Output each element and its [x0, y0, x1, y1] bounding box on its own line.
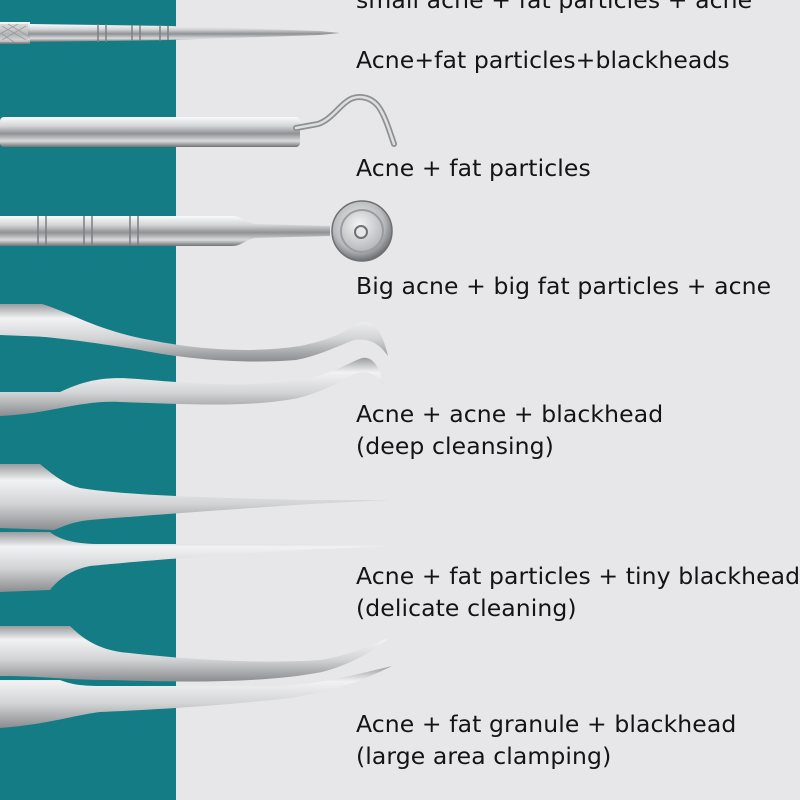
pointed-needle-icon: [0, 22, 340, 44]
angled-tweezers-icon: [0, 626, 392, 728]
label-line: Acne + fat granule + blackhead: [356, 710, 737, 738]
tool-label-needle: Acne+fat particles+blackheads: [356, 44, 730, 76]
tool-label-angled-tweezers: Acne + fat granule + blackhead (large ar…: [356, 708, 736, 772]
label-line: Big acne + big fat particles + acne: [356, 272, 772, 300]
tool-label-straight-tweezers: Acne + fat particles + tiny blackhead (d…: [356, 560, 800, 624]
loop-extractor-icon: [0, 200, 393, 262]
tool-label-loop: Big acne + big fat particles + acne: [356, 270, 771, 302]
tool-label-curved-tweezers: Acne + acne + blackhead (deep cleansing): [356, 398, 663, 462]
straight-tweezers-icon: [0, 464, 392, 592]
label-subline: (delicate cleaning): [356, 594, 577, 622]
label-subline: (large area clamping): [356, 742, 612, 770]
curved-tweezers-icon: [0, 304, 388, 416]
label-subline: (deep cleansing): [356, 432, 554, 460]
bent-hook-needle-icon: [0, 94, 397, 147]
tool-label-hook: Acne + fat particles: [356, 152, 591, 184]
tool-label-partial-top: small acne + fat particles + acne: [356, 0, 753, 14]
label-line: Acne + fat particles: [356, 154, 591, 182]
label-line: Acne + fat particles + tiny blackhead: [356, 562, 800, 590]
label-line: Acne+fat particles+blackheads: [356, 46, 730, 74]
label-line: Acne + acne + blackhead: [356, 400, 664, 428]
